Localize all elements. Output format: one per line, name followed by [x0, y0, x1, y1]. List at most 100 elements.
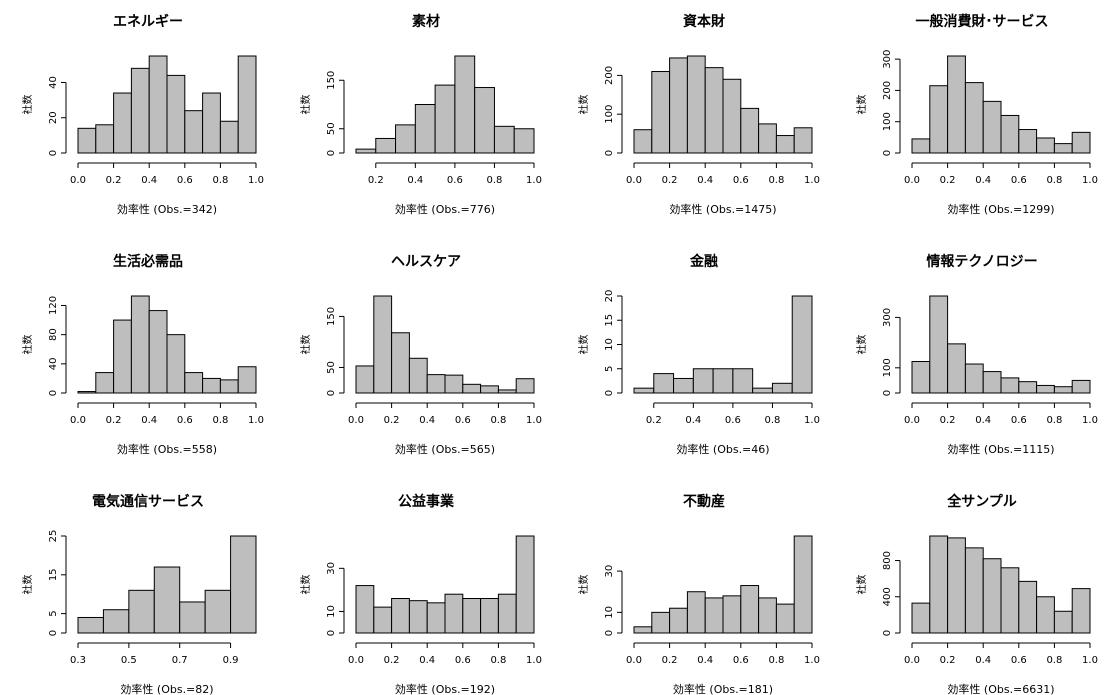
histogram-bar: [982, 558, 1002, 634]
x-tick-label: 0.6: [177, 175, 193, 186]
histogram-bar: [929, 85, 949, 154]
histogram-bar: [791, 295, 813, 394]
x-tick-label: 0.0: [904, 655, 920, 666]
y-tick-label: 40: [48, 76, 59, 89]
histogram-bar: [982, 100, 1002, 154]
histogram-bar: [947, 55, 966, 154]
panel-title: 資本財: [683, 13, 725, 30]
x-tick-label: 0.6: [733, 655, 749, 666]
histogram-bar: [513, 128, 535, 154]
x-tick-label: 0.0: [348, 655, 364, 666]
histogram-bar: [444, 374, 464, 394]
y-tick-label: 10: [604, 606, 615, 619]
x-axis-label: 効率性 (Obs.=46): [676, 442, 769, 456]
x-tick-label: 0.2: [384, 655, 400, 666]
x-tick-label: 0.8: [490, 655, 506, 666]
histogram-bar: [651, 611, 671, 634]
x-tick-label: 0.6: [725, 415, 741, 426]
histogram-bar: [102, 609, 130, 634]
y-axis-label: 社数: [299, 335, 312, 355]
x-tick-label: 0.4: [697, 175, 713, 186]
x-tick-label: 0.2: [940, 175, 956, 186]
histogram-bar: [166, 334, 186, 394]
y-tick-label: 30: [604, 565, 615, 578]
histogram-panel: エネルギー 0.0 0.2 0.4 0.6 0.8 1.0 効率性 (Obs.=342) 0 20…: [21, 13, 264, 216]
histogram-bar: [391, 598, 410, 634]
x-tick-label: 0.6: [455, 415, 471, 426]
x-tick-label: 0.4: [975, 175, 991, 186]
histogram-bar: [1071, 131, 1091, 154]
histogram-bar: [771, 382, 793, 394]
histogram-bar: [964, 82, 984, 154]
x-tick-label: 0.5: [121, 655, 137, 666]
x-tick-label: 0.6: [455, 655, 471, 666]
x-axis-label: 効率性 (Obs.=565): [395, 442, 495, 456]
histogram-bar: [148, 310, 168, 394]
y-tick-label: 200: [882, 81, 893, 100]
x-axis-label: 効率性 (Obs.=1475): [669, 202, 776, 216]
histogram-bar: [722, 78, 742, 154]
x-tick-label: 0.2: [384, 415, 400, 426]
histogram-bar: [130, 295, 150, 394]
histogram-bar: [128, 589, 155, 634]
histogram-bar: [1036, 384, 1055, 394]
y-tick-label: 150: [326, 71, 337, 90]
x-tick-label: 0.8: [764, 415, 780, 426]
histogram-bar: [166, 74, 186, 154]
y-axis-label: 社数: [855, 95, 868, 115]
y-tick-label: 10: [604, 338, 615, 351]
y-tick-label: 25: [48, 530, 59, 543]
histogram-bar: [1053, 610, 1073, 634]
panel-title: 不動産: [683, 493, 725, 510]
histogram-bar: [1018, 580, 1038, 634]
histogram-bar: [375, 137, 397, 154]
panel-title: ヘルスケア: [391, 254, 461, 270]
y-tick-label: 5: [48, 610, 59, 616]
x-tick-label: 1.0: [526, 415, 542, 426]
x-tick-label: 0.8: [1046, 655, 1062, 666]
y-tick-label: 0: [48, 630, 59, 636]
y-tick-label: 400: [882, 587, 893, 606]
y-tick-label: 100: [882, 358, 893, 377]
histogram-bar: [95, 372, 115, 394]
panel-title: 金融: [689, 253, 718, 270]
histogram-bar: [1071, 379, 1091, 394]
histogram-bar: [740, 585, 760, 634]
x-tick-label: 0.6: [177, 415, 193, 426]
histogram-bar: [1036, 596, 1055, 634]
y-tick-label: 0: [604, 150, 615, 156]
histogram-bar: [633, 129, 653, 154]
y-tick-label: 40: [48, 357, 59, 370]
y-axis-label: 社数: [299, 575, 312, 595]
x-tick-label: 0.4: [141, 175, 157, 186]
y-axis-label: 社数: [577, 95, 590, 115]
x-tick-label: 1.0: [1082, 655, 1098, 666]
histogram-bar: [1018, 381, 1038, 394]
y-axis-label: 社数: [855, 335, 868, 355]
y-tick-label: 50: [326, 361, 337, 374]
histogram-bar: [692, 368, 714, 394]
y-tick-label: 0: [604, 630, 615, 636]
x-tick-label: 1.0: [804, 415, 820, 426]
histogram-bar: [391, 332, 410, 394]
histogram-bar: [929, 295, 949, 394]
y-axis-label: 社数: [299, 95, 312, 115]
histogram-bar: [153, 566, 181, 634]
y-tick-label: 20: [604, 290, 615, 303]
histogram-bar: [77, 391, 97, 394]
histogram-bar: [775, 135, 795, 154]
x-tick-label: 1.0: [804, 175, 820, 186]
histogram-bar: [414, 104, 436, 154]
x-axis-label: 効率性 (Obs.=558): [117, 442, 217, 456]
histogram-bar: [758, 123, 777, 154]
histogram-bar: [426, 374, 446, 394]
x-tick-label: 0.6: [733, 175, 749, 186]
y-tick-label: 80: [48, 328, 59, 341]
histogram-bar: [686, 55, 706, 154]
y-tick-label: 50: [326, 122, 337, 135]
x-tick-label: 1.0: [526, 655, 542, 666]
histogram-bar: [1000, 567, 1020, 634]
histogram-bar: [148, 55, 168, 154]
histogram-bar: [219, 379, 239, 394]
histogram-bar: [179, 601, 206, 634]
